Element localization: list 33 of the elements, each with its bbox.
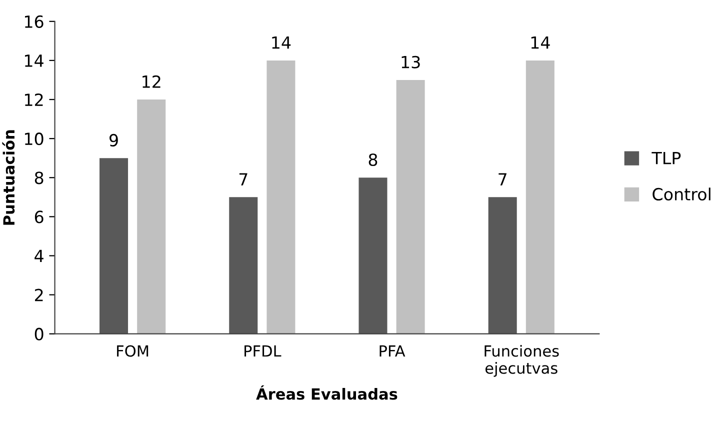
y-tick-label: 8 <box>34 172 44 184</box>
data-label: 14 <box>272 36 291 49</box>
bar <box>229 197 258 334</box>
y-tick-label: 16 <box>25 15 44 28</box>
x-tick-label: PFA <box>380 345 406 357</box>
y-axis-title: Puntuación <box>2 130 15 225</box>
data-label: 9 <box>110 134 118 147</box>
legend-label: TLP <box>652 152 681 164</box>
y-tick-label: 0 <box>34 328 44 340</box>
data-label: 14 <box>531 36 550 49</box>
bar <box>526 60 554 334</box>
legend-label: Control <box>652 188 710 201</box>
x-tick-label: PFDL <box>244 345 282 357</box>
data-label: 8 <box>368 153 378 166</box>
data-label: 12 <box>142 75 160 88</box>
bar <box>488 197 517 334</box>
data-label: 7 <box>498 173 506 186</box>
bar <box>266 60 296 334</box>
y-tick-label: 2 <box>34 288 43 302</box>
y-tick-label: 14 <box>25 54 44 67</box>
y-tick-label: 4 <box>34 250 44 262</box>
bar <box>358 178 388 334</box>
bar <box>137 100 166 334</box>
y-tick-label: 10 <box>25 132 44 146</box>
y-tick-label: 6 <box>34 210 44 224</box>
bar <box>396 80 425 334</box>
bar <box>100 158 128 334</box>
data-label: 13 <box>402 56 420 68</box>
x-tick-label: Funciones ejecutvas <box>484 344 559 377</box>
x-axis-title: Áreas Evaluadas <box>256 385 398 400</box>
y-tick-label: 12 <box>25 93 43 106</box>
data-label: 7 <box>239 173 248 186</box>
x-tick-label: FOM <box>117 345 148 357</box>
